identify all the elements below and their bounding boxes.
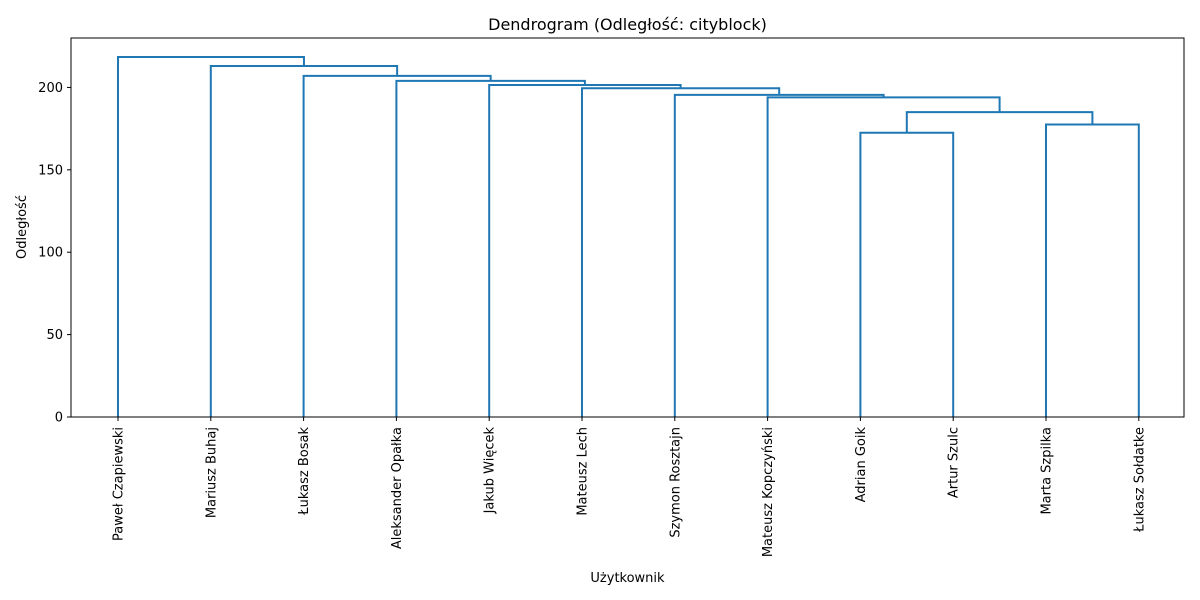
plot-frame: [70, 37, 1185, 418]
y-tick-label-1: 50: [46, 328, 63, 343]
y-axis-label: Odległość: [15, 195, 30, 259]
leaf-label-3: Aleksander Opałka: [390, 427, 405, 549]
leaf-label-0: Paweł Czapiewski: [112, 427, 127, 541]
leaf-label-6: Szymon Rosztajn: [668, 427, 683, 538]
chart-title: Dendrogram (Odległość: cityblock): [488, 15, 767, 34]
leaf-label-9: Artur Szulc: [947, 427, 962, 498]
leaf-label-8: Adrian Goik: [854, 427, 869, 503]
merge-link-4: [673, 93, 885, 417]
merge-link-1: [1045, 123, 1140, 417]
y-tick-label-2: 100: [38, 246, 63, 261]
merge-link-7: [395, 79, 586, 417]
y-tick-label-4: 200: [38, 81, 63, 96]
x-axis-label: Użytkownik: [590, 571, 665, 586]
dendrogram-links: [117, 55, 1140, 417]
leaf-label-11: Łukasz Sołdatke: [1132, 427, 1147, 533]
leaf-label-2: Łukasz Bosak: [297, 427, 312, 516]
x-axis: Paweł Czapiewski Mariusz Buhaj Łukasz Bosa…: [112, 417, 1147, 557]
merge-link-5: [581, 87, 781, 417]
merge-link-6: [488, 83, 682, 417]
leaf-label-4: Jakub Więcek: [483, 427, 498, 515]
merge-link-10: [117, 55, 305, 417]
leaf-label-5: Mateusz Lech: [576, 427, 591, 516]
leaf-label-1: Mariusz Buhaj: [204, 427, 219, 518]
y-tick-label-0: 0: [55, 411, 63, 426]
leaf-label-7: Mateusz Kopczyński: [761, 427, 776, 557]
merge-link-3: [766, 96, 1001, 417]
leaf-label-10: Marta Szpilka: [1040, 427, 1055, 515]
merge-link-2: [905, 111, 1094, 133]
y-tick-label-3: 150: [38, 163, 63, 178]
merge-link-0: [859, 131, 955, 417]
y-axis: 0 50 100 150 200: [38, 81, 71, 426]
